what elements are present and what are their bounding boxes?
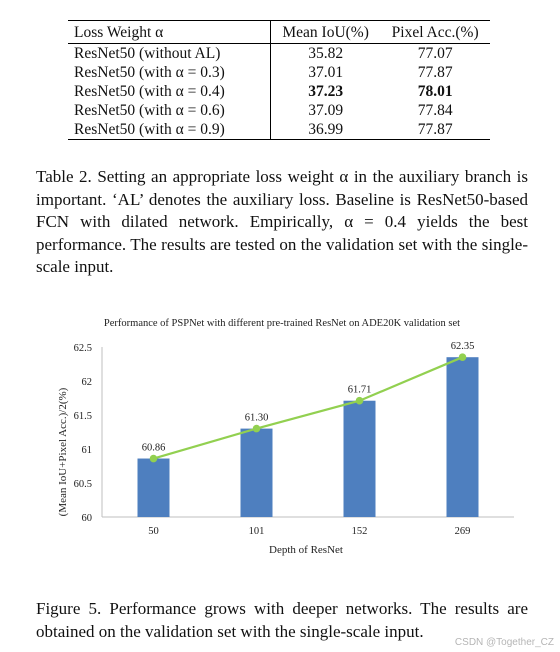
row-label: ResNet50 (without AL) [74, 45, 221, 62]
table-caption: Table 2. Setting an appropriate loss wei… [36, 167, 528, 276]
row-label: ResNet50 (with α = 0.6) [74, 102, 225, 119]
bar-101 [240, 428, 273, 517]
chart-y-axis-label: (Mean IoU+Pixel Acc.)/2(%) [57, 387, 69, 516]
data-label: 62.35 [451, 341, 475, 352]
bar-152 [343, 400, 376, 517]
row-mean-iou: 36.99 [270, 120, 381, 140]
header-mean-iou: Mean IoU(%) [270, 20, 381, 44]
row-mean-iou: 35.82 [270, 43, 381, 63]
y-tick-label: 61.5 [74, 411, 92, 422]
y-tick-label: 62.5 [74, 343, 92, 354]
trend-point [355, 396, 364, 405]
trend-point [458, 353, 467, 361]
performance-chart: Performance of PSPNet with different pre… [57, 318, 514, 556]
table-row: ResNet50 (with α = 0.9) 36.99 77.87 [68, 120, 490, 140]
trend-point [252, 424, 261, 433]
x-tick-label: 269 [455, 526, 471, 537]
header-pixel-acc: Pixel Acc.(%) [380, 20, 490, 44]
row-pixel-acc: 77.84 [417, 102, 453, 119]
data-label: 61.30 [245, 413, 269, 424]
x-tick-label: 152 [352, 526, 368, 537]
figure-caption: Figure 5. Performance grows with deeper … [36, 599, 528, 641]
table-row: ResNet50 (with α = 0.6) 37.09 77.84 [68, 101, 490, 120]
x-tick-label: 50 [148, 526, 159, 537]
row-pixel-acc: 77.87 [417, 64, 453, 81]
y-tick-label: 60 [82, 513, 93, 524]
row-pixel-acc: 78.01 [417, 83, 453, 100]
chart-plot-area: 60 60.5 61 61.5 62 62.5 60.86 50 61.30 101 61.71 15… [74, 341, 514, 537]
row-mean-iou: 37.23 [270, 82, 381, 101]
header-loss-weight: Loss Weight α [68, 20, 271, 44]
y-tick-label: 61 [82, 445, 93, 456]
y-tick-label: 62 [82, 377, 93, 388]
table-row: ResNet50 (without AL) 35.82 77.07 [68, 43, 490, 63]
trend-point [149, 454, 158, 463]
row-pixel-acc: 77.07 [417, 45, 453, 62]
data-label: 60.86 [142, 443, 166, 454]
table-row: ResNet50 (with α = 0.4) 37.23 78.01 [68, 82, 490, 101]
row-label: ResNet50 (with α = 0.4) [74, 83, 225, 100]
chart-x-axis-label: Depth of ResNet [269, 544, 343, 556]
x-tick-label: 101 [249, 526, 265, 537]
row-mean-iou: 37.01 [270, 63, 381, 82]
y-tick-label: 60.5 [74, 479, 92, 490]
chart-title: Performance of PSPNet with different pre… [104, 318, 460, 329]
row-label: ResNet50 (with α = 0.3) [74, 64, 225, 81]
row-pixel-acc: 77.87 [380, 120, 490, 140]
data-label: 61.71 [348, 385, 372, 396]
row-mean-iou: 37.09 [270, 101, 381, 120]
trend-line [153, 356, 463, 460]
bar-50 [137, 458, 170, 517]
results-table: Loss Weight α Mean IoU(%) Pixel Acc.(%) … [68, 20, 490, 140]
table-header-row: Loss Weight α Mean IoU(%) Pixel Acc.(%) [68, 20, 490, 44]
bar-269 [446, 357, 479, 517]
table-row: ResNet50 (with α = 0.3) 37.01 77.87 [68, 63, 490, 82]
row-label: ResNet50 (with α = 0.9) [68, 120, 271, 140]
watermark: CSDN @Together_CZ [454, 637, 554, 648]
